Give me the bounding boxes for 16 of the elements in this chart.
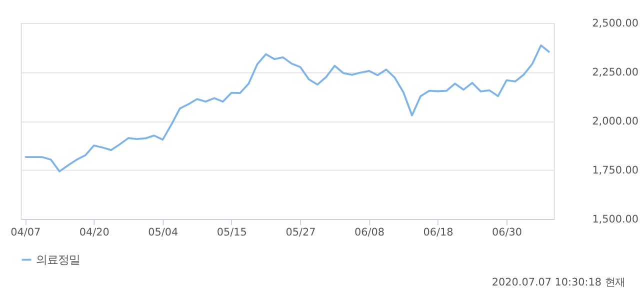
x-tick-label: 05/04: [148, 226, 179, 239]
x-tick-label: 04/20: [79, 226, 110, 239]
x-tick-label: 04/07: [10, 226, 41, 239]
x-tick-label: 05/27: [286, 226, 316, 239]
legend-label: 의료정밀: [36, 252, 80, 267]
x-tick-label: 06/30: [492, 226, 522, 239]
y-tick-label: 2,000.00: [592, 115, 639, 128]
x-tick-label: 05/15: [216, 226, 247, 239]
y-tick-label: 2,500.00: [592, 17, 639, 30]
y-tick-label: 2,250.00: [592, 66, 639, 78]
x-tick-label: 06/08: [354, 226, 384, 239]
line-series: [24, 44, 550, 172]
x-tick-label: 06/18: [423, 226, 454, 239]
y-tick-label: 1,500.00: [592, 213, 639, 226]
y-tick-label: 1,750.00: [592, 164, 639, 176]
text: 2020.07.07 10:30:18 현재: [492, 276, 625, 288]
